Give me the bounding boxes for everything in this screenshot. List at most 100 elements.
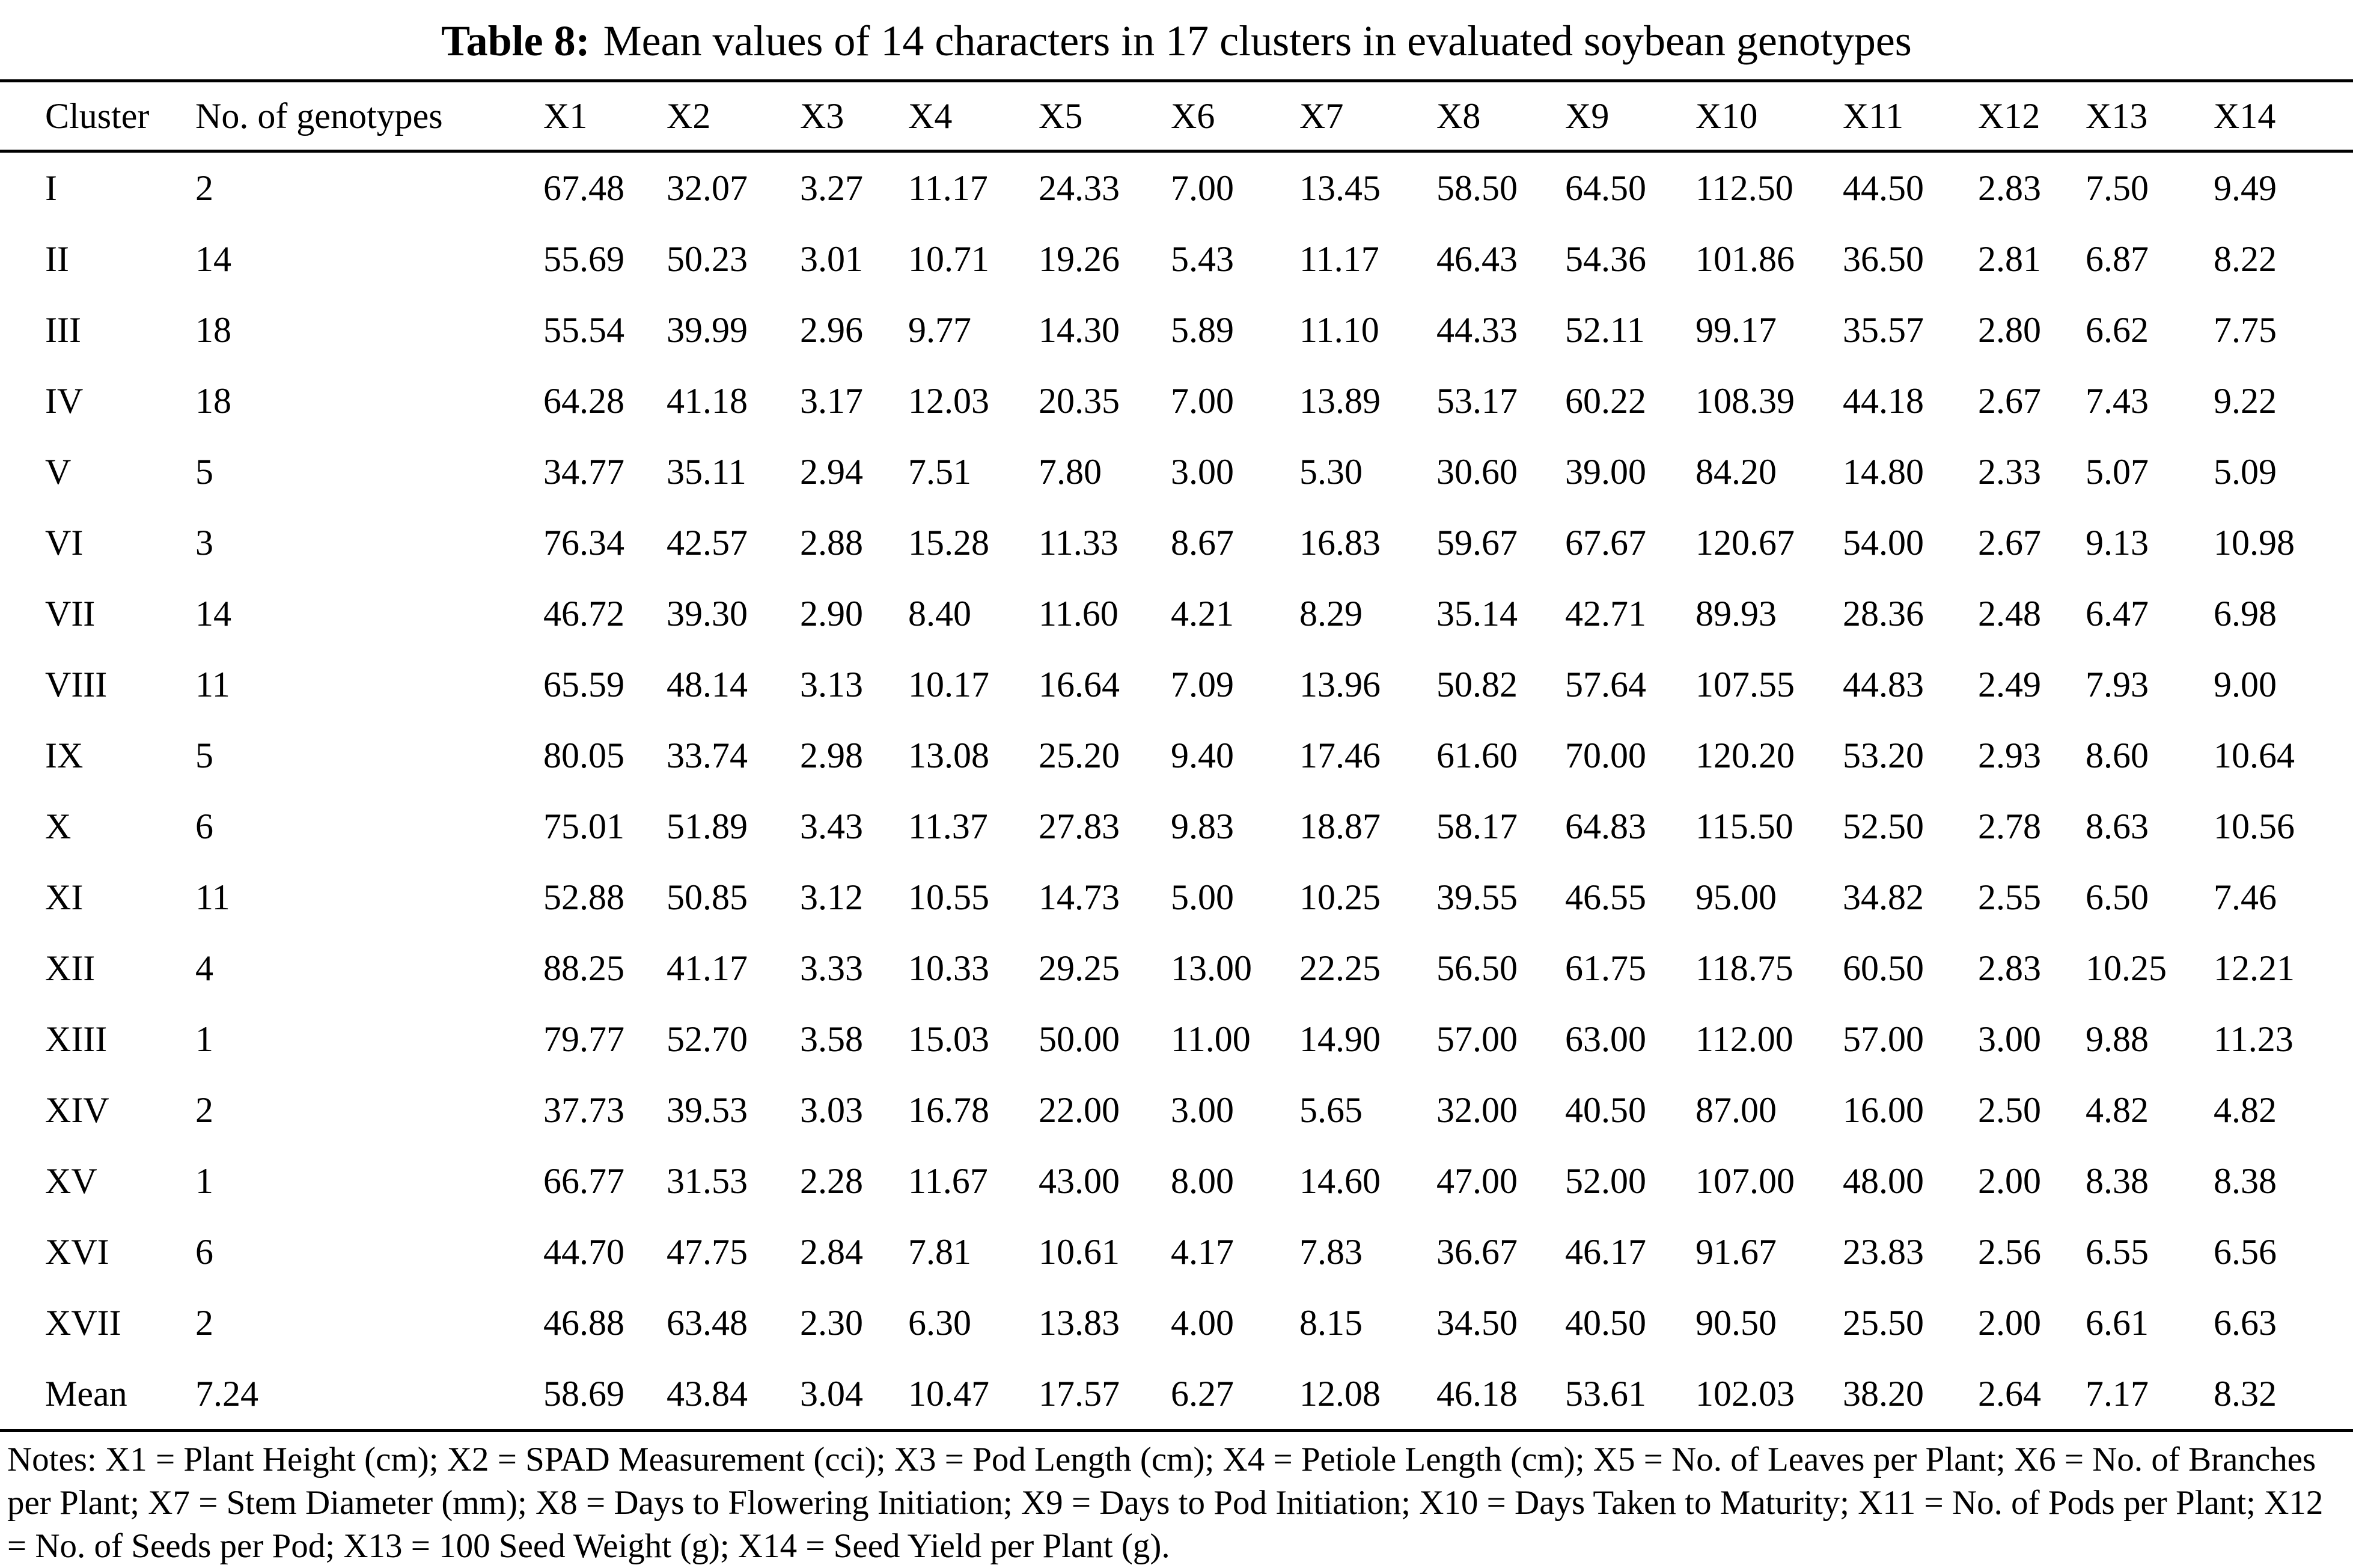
value-cell: 60.50 bbox=[1843, 948, 1924, 988]
value-cell: 120.20 bbox=[1695, 735, 1795, 775]
value-cell: 8.29 bbox=[1299, 593, 1363, 633]
value-cell: 8.38 bbox=[2086, 1161, 2149, 1201]
table-body: I 2 67.48 32.07 3.27 11.17 24.33 7.00 13.45 58.50… bbox=[0, 151, 2353, 1431]
cluster-cell: XIII bbox=[45, 1019, 108, 1059]
value-cell: 34.50 bbox=[1436, 1302, 1518, 1343]
value-cell: 10.33 bbox=[908, 948, 989, 988]
column-header-x11: X11 bbox=[1843, 81, 1978, 153]
table-title-text: Mean values of 14 characters in 17 clust… bbox=[603, 17, 1912, 65]
value-cell: 11.37 bbox=[908, 806, 988, 846]
cluster-cell: VII bbox=[45, 593, 96, 633]
value-cell: 34.82 bbox=[1843, 877, 1924, 917]
value-cell: 16.78 bbox=[908, 1090, 989, 1130]
value-cell: 15.03 bbox=[908, 1019, 989, 1059]
column-header-x1: X1 bbox=[543, 81, 667, 153]
value-cell: 2.84 bbox=[800, 1231, 863, 1272]
value-cell: 7.75 bbox=[2214, 310, 2277, 350]
value-cell: 35.57 bbox=[1843, 310, 1924, 350]
value-cell: 15.28 bbox=[908, 522, 989, 563]
value-cell: 2.67 bbox=[1978, 380, 2041, 421]
value-cell: 32.07 bbox=[667, 168, 748, 208]
value-cell: 36.50 bbox=[1843, 239, 1924, 279]
value-cell: 5.07 bbox=[2086, 451, 2149, 492]
value-cell: 51.89 bbox=[667, 806, 748, 846]
value-cell: 11.67 bbox=[908, 1161, 988, 1201]
value-cell: 52.50 bbox=[1843, 806, 1924, 846]
column-header-cluster: Cluster bbox=[0, 81, 195, 153]
value-cell: 55.69 bbox=[543, 239, 624, 279]
table-row: IX 5 80.05 33.74 2.98 13.08 25.20 9.40 17.46 61.6… bbox=[0, 720, 2353, 791]
value-cell: 112.50 bbox=[1695, 168, 1793, 208]
value-cell: 17.57 bbox=[1039, 1373, 1120, 1414]
value-cell: 2.00 bbox=[1978, 1161, 2041, 1201]
value-cell: 2.98 bbox=[800, 735, 863, 775]
value-cell: 6.63 bbox=[2214, 1302, 2277, 1343]
value-cell: 2.48 bbox=[1978, 593, 2041, 633]
value-cell: 1 bbox=[195, 1161, 213, 1201]
value-cell: 2 bbox=[195, 1302, 213, 1343]
value-cell: 46.43 bbox=[1436, 239, 1518, 279]
value-cell: 13.00 bbox=[1171, 948, 1252, 988]
value-cell: 3.27 bbox=[800, 168, 863, 208]
value-cell: 41.18 bbox=[667, 380, 748, 421]
value-cell: 44.33 bbox=[1436, 310, 1518, 350]
value-cell: 9.88 bbox=[2086, 1019, 2149, 1059]
value-cell: 57.00 bbox=[1436, 1019, 1518, 1059]
value-cell: 11.60 bbox=[1039, 593, 1119, 633]
value-cell: 7.00 bbox=[1171, 380, 1234, 421]
value-cell: 6.47 bbox=[2086, 593, 2149, 633]
value-cell: 3.13 bbox=[800, 664, 863, 704]
value-cell: 46.18 bbox=[1436, 1373, 1518, 1414]
column-header-x9: X9 bbox=[1565, 81, 1695, 153]
value-cell: 8.60 bbox=[2086, 735, 2149, 775]
value-cell: 2.90 bbox=[800, 593, 863, 633]
value-cell: 33.74 bbox=[667, 735, 748, 775]
value-cell: 57.00 bbox=[1843, 1019, 1924, 1059]
value-cell: 9.13 bbox=[2086, 522, 2149, 563]
value-cell: 5.30 bbox=[1299, 451, 1363, 492]
value-cell: 11.23 bbox=[2214, 1019, 2293, 1059]
value-cell: 13.96 bbox=[1299, 664, 1381, 704]
value-cell: 6.56 bbox=[2214, 1231, 2277, 1272]
value-cell: 18 bbox=[195, 310, 231, 350]
cluster-cell: V bbox=[45, 451, 72, 492]
value-cell: 44.70 bbox=[543, 1231, 624, 1272]
value-cell: 22.25 bbox=[1299, 948, 1381, 988]
value-cell: 52.70 bbox=[667, 1019, 748, 1059]
value-cell: 10.56 bbox=[2214, 806, 2295, 846]
value-cell: 63.48 bbox=[667, 1302, 748, 1343]
value-cell: 18 bbox=[195, 380, 231, 421]
value-cell: 48.00 bbox=[1843, 1161, 1924, 1201]
value-cell: 40.50 bbox=[1565, 1302, 1646, 1343]
value-cell: 11.17 bbox=[908, 168, 988, 208]
value-cell: 10.55 bbox=[908, 877, 989, 917]
value-cell: 10.98 bbox=[2214, 522, 2295, 563]
column-header-x3: X3 bbox=[800, 81, 908, 153]
value-cell: 2.55 bbox=[1978, 877, 2041, 917]
value-cell: 14 bbox=[195, 239, 231, 279]
value-cell: 40.50 bbox=[1565, 1090, 1646, 1130]
value-cell: 34.77 bbox=[543, 451, 624, 492]
value-cell: 3.00 bbox=[1171, 1090, 1234, 1130]
data-table: Cluster No. of genotypes X1 X2 X3 X4 X5 X6 X7 X8 X… bbox=[0, 79, 2353, 1432]
value-cell: 8.00 bbox=[1171, 1161, 1234, 1201]
column-header-x4: X4 bbox=[908, 81, 1039, 153]
value-cell: 63.00 bbox=[1565, 1019, 1646, 1059]
value-cell: 8.22 bbox=[2214, 239, 2277, 279]
value-cell: 9.83 bbox=[1171, 806, 1234, 846]
column-header-no-of-genotypes: No. of genotypes bbox=[195, 81, 543, 153]
value-cell: 37.73 bbox=[543, 1090, 624, 1130]
value-cell: 2.64 bbox=[1978, 1373, 2041, 1414]
cluster-cell: IX bbox=[45, 735, 84, 775]
table-row: XVII 2 46.88 63.48 2.30 6.30 13.83 4.00 8.15 34.5… bbox=[0, 1287, 2353, 1358]
value-cell: 67.48 bbox=[543, 168, 624, 208]
cluster-cell: XVII bbox=[45, 1302, 121, 1343]
value-cell: 79.77 bbox=[543, 1019, 624, 1059]
value-cell: 58.17 bbox=[1436, 806, 1518, 846]
value-cell: 8.32 bbox=[2214, 1373, 2277, 1414]
column-header-x13: X13 bbox=[2086, 81, 2214, 153]
table-row: VII 14 46.72 39.30 2.90 8.40 11.60 4.21 8.29 35.1… bbox=[0, 578, 2353, 649]
value-cell: 28.36 bbox=[1843, 593, 1924, 633]
table-row: X 6 75.01 51.89 3.43 11.37 27.83 9.83 18.87 58.17… bbox=[0, 791, 2353, 862]
value-cell: 7.51 bbox=[908, 451, 971, 492]
